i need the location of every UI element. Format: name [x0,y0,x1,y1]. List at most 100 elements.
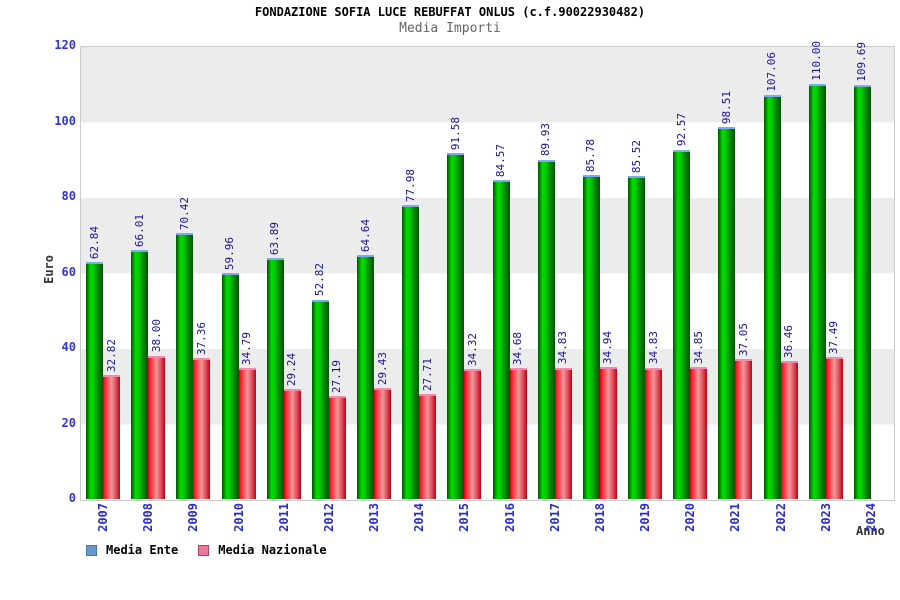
bar-media-nazionale-2017 [554,367,572,499]
value-label-media-ente-2017: 89.93 [539,123,553,157]
value-label-media-nazionale-2020: 34.85 [691,331,705,365]
value-label-media-nazionale-2012: 27.19 [330,360,344,394]
legend-label-media-ente: Media Ente [106,543,179,557]
value-label-media-ente-2022: 107.06 [765,52,778,92]
legend-swatch-media-nazionale [198,544,210,556]
plot-area [80,46,895,501]
x-tick-2009: 2009 [186,503,201,532]
bar-media-nazionale-2020 [690,367,708,499]
x-tick-2011: 2011 [276,503,291,532]
bar-media-nazionale-2007 [103,375,120,499]
bar-media-nazionale-2011 [283,388,301,499]
x-tick-2010: 2010 [231,503,246,532]
value-label-media-ente-2019: 85.52 [629,140,643,174]
x-tick-2016: 2016 [502,503,517,532]
bar-media-ente-2023 [808,83,826,499]
bar-media-ente-2024 [853,84,871,499]
value-label-media-nazionale-2022: 36.46 [782,325,795,359]
chart-title: FONDAZIONE SOFIA LUCE REBUFFAT ONLUS (c.… [254,5,646,19]
y-tick-100: 100 [54,113,76,128]
y-tick-20: 20 [61,415,76,430]
legend: Media Ente Media Nazionale [86,541,327,559]
y-tick-0: 0 [68,491,76,505]
x-tick-2015: 2015 [457,503,472,532]
bar-media-ente-2007 [86,261,103,499]
value-label-media-ente-2010: 59.96 [223,236,236,270]
bar-media-ente-2010 [221,272,239,499]
value-label-media-nazionale-2017: 34.83 [556,331,570,365]
x-tick-2020: 2020 [683,503,698,532]
bar-media-ente-2019 [628,176,645,499]
bar-media-ente-2012 [311,299,329,499]
x-tick-2018: 2018 [592,503,607,532]
value-label-media-nazionale-2015: 34.32 [465,333,479,367]
x-tick-2014: 2014 [412,503,427,532]
legend-label-media-nazionale: Media Nazionale [218,543,327,557]
value-label-media-ente-2014: 77.98 [403,168,417,202]
y-tick-60: 60 [61,264,76,279]
value-label-media-nazionale-2021: 37.05 [736,323,750,357]
x-tick-2007: 2007 [96,503,110,532]
value-label-media-nazionale-2011: 29.24 [285,352,299,386]
x-tick-2017: 2017 [547,503,562,532]
value-label-media-nazionale-2007: 32.82 [104,338,118,373]
bar-media-ente-2008 [131,249,149,499]
y-tick-80: 80 [61,189,76,203]
value-label-media-ente-2007: 62.84 [87,225,101,259]
value-label-media-nazionale-2014: 27.71 [420,358,434,392]
value-label-media-ente-2016: 84.57 [494,143,507,177]
chart-subtitle: Media Importi [399,21,501,36]
x-tick-2024: 2024 [863,503,878,532]
value-label-media-ente-2024: 109.69 [855,42,869,82]
value-label-media-nazionale-2018: 34.94 [601,330,615,365]
bar-media-nazionale-2012 [328,396,346,499]
y-tick-120: 120 [54,38,76,52]
value-label-media-ente-2008: 66.01 [132,213,146,247]
value-label-media-nazionale-2016: 34.68 [511,331,524,366]
bar-media-ente-2016 [492,179,510,499]
bar-media-ente-2009 [176,233,194,499]
bar-media-nazionale-2015 [464,369,482,499]
bar-media-nazionale-2016 [509,368,527,499]
bar-media-nazionale-2010 [238,367,256,499]
bar-media-nazionale-2014 [419,394,437,499]
bar-media-ente-2017 [537,159,555,499]
bar-media-ente-2021 [718,127,736,499]
bar-media-nazionale-2008 [148,355,166,499]
value-label-media-ente-2021: 98.51 [719,91,733,125]
x-tick-2021: 2021 [728,503,743,532]
bar-media-ente-2018 [582,175,600,499]
value-label-media-nazionale-2010: 34.79 [240,331,253,365]
value-label-media-ente-2013: 64.64 [358,218,372,252]
value-label-media-nazionale-2009: 37.36 [194,321,208,355]
bar-media-nazionale-2018 [599,367,617,499]
bar-media-ente-2014 [402,204,420,499]
bar-media-nazionale-2022 [780,361,798,499]
value-label-media-ente-2018: 85.78 [584,139,598,173]
x-axis-title: Anno [856,524,885,538]
bar-media-ente-2022 [763,94,781,499]
value-label-media-ente-2012: 52.82 [313,263,327,297]
x-tick-2023: 2023 [818,503,833,532]
bar-media-ente-2020 [673,149,691,499]
value-label-media-nazionale-2023: 37.49 [827,321,841,355]
value-label-media-ente-2011: 63.89 [268,221,282,255]
x-tick-2008: 2008 [141,503,156,532]
bar-media-ente-2015 [447,153,465,499]
legend-swatch-media-ente [86,544,97,556]
bar-media-nazionale-2019 [645,367,662,499]
x-tick-2019: 2019 [638,503,652,532]
bar-media-nazionale-2009 [193,357,211,499]
bar-media-nazionale-2021 [735,359,753,499]
x-tick-2013: 2013 [367,503,381,532]
x-tick-2022: 2022 [773,503,788,532]
value-label-media-ente-2015: 91.58 [448,117,462,151]
bar-media-ente-2013 [357,254,374,499]
bar-media-nazionale-2013 [374,387,391,499]
bar-media-nazionale-2023 [825,357,843,499]
value-label-media-ente-2023: 110.00 [810,41,824,81]
bar-media-ente-2011 [266,257,284,499]
y-tick-40: 40 [61,340,76,354]
value-label-media-ente-2020: 92.57 [674,113,688,147]
